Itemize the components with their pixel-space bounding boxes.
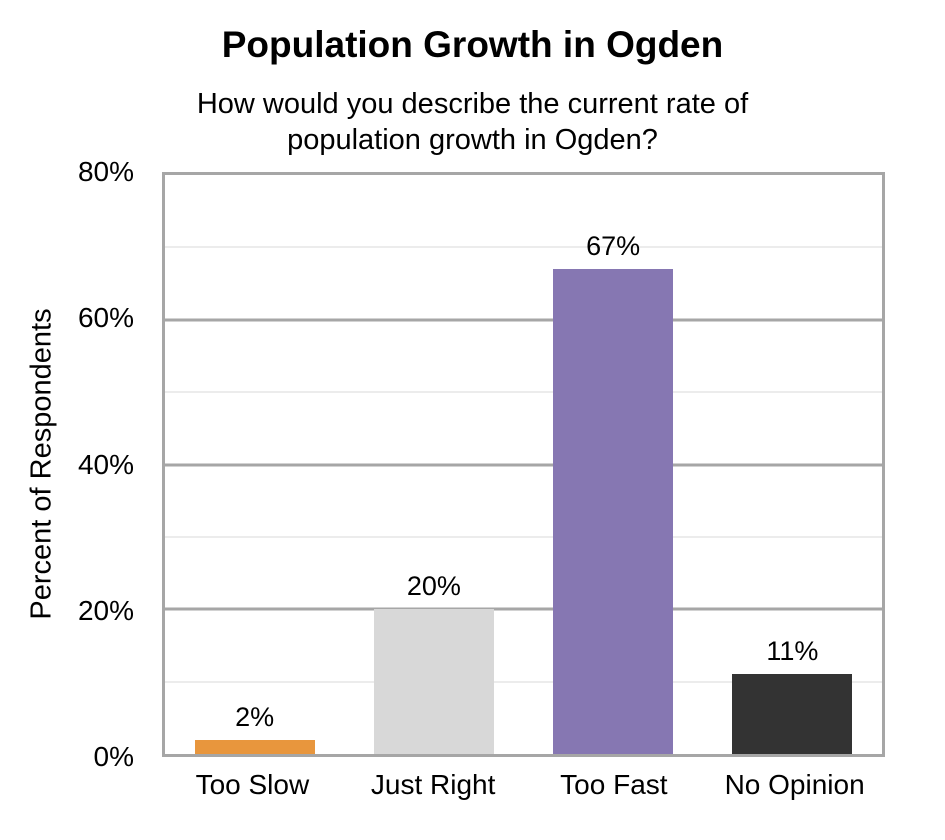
- chart-title: Population Growth in Ogden: [221, 24, 724, 65]
- gridline-20-percent: [165, 607, 882, 611]
- bar-value-label-too-slow: 2%: [235, 701, 275, 732]
- bar-value-label-too-fast: 67%: [586, 231, 641, 262]
- x-category-label-too-fast: Too Fast: [560, 769, 668, 800]
- plot-area: 2% 20% 67% 11%: [162, 172, 885, 757]
- y-tick-label-40: 40%: [77, 448, 134, 480]
- bar-too-fast: [553, 269, 674, 754]
- x-category-label-too-slow: Too Slow: [195, 769, 310, 800]
- chart-area: Percent of Respondents 0% 20% 40% 60% 80% 2%…: [0, 156, 945, 840]
- chart-subtitle-line-1: How would you describe the current rate …: [196, 88, 749, 120]
- gridline-10-percent: [165, 681, 882, 683]
- y-tick-label-60: 60%: [77, 302, 134, 334]
- y-tick-label-20: 20%: [77, 594, 134, 626]
- chart-subtitle: How would you describe the current rate …: [0, 86, 945, 158]
- bar-value-label-just-right: 20%: [406, 571, 461, 602]
- x-axis-category-labels: Too Slow Just Right Too Fast No Opinion: [162, 768, 885, 814]
- gridline-70-percent: [165, 246, 882, 248]
- gridline-40-percent: [165, 463, 882, 466]
- bar-value-label-no-opinion: 11%: [766, 636, 819, 667]
- bar-just-right: [373, 609, 494, 754]
- x-category-label-no-opinion: No Opinion: [724, 769, 865, 800]
- gridline-30-percent: [165, 536, 882, 538]
- bar-too-slow: [194, 739, 315, 754]
- chart-subtitle-line-2: population growth in Ogden?: [287, 124, 658, 156]
- gridline-50-percent: [165, 391, 882, 393]
- x-category-label-just-right: Just Right: [370, 769, 496, 800]
- bar-no-opinion: [732, 674, 853, 754]
- y-tick-label-0: 0%: [93, 741, 134, 772]
- gridline-60-percent: [165, 318, 882, 322]
- y-axis-tick-labels: 0% 20% 40% 60% 80%: [0, 156, 148, 772]
- y-tick-label-80: 80%: [77, 156, 134, 187]
